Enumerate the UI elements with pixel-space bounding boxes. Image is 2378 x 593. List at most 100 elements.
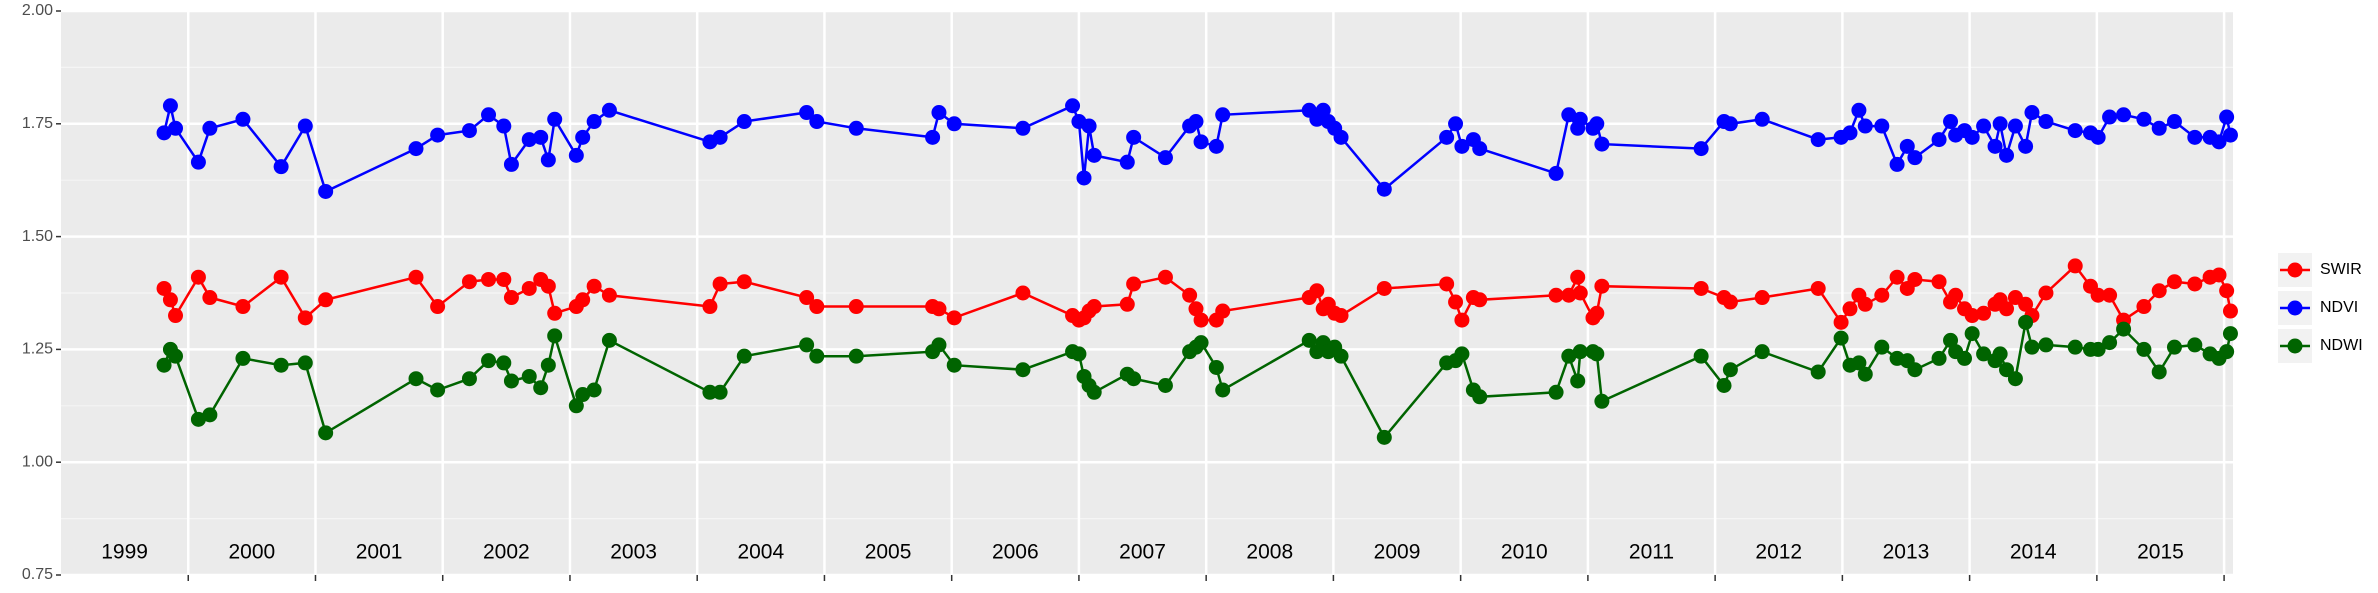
point bbox=[2024, 339, 2040, 355]
point bbox=[1015, 285, 1031, 301]
point bbox=[1071, 346, 1087, 362]
legend-point bbox=[2287, 262, 2303, 278]
point bbox=[547, 328, 563, 344]
legend-label: NDWI bbox=[2320, 337, 2363, 354]
point bbox=[1857, 366, 1873, 382]
point bbox=[712, 384, 728, 400]
point bbox=[1976, 118, 1992, 134]
point bbox=[1842, 301, 1858, 317]
legend-point bbox=[2287, 300, 2303, 316]
point bbox=[2116, 321, 2132, 337]
point bbox=[496, 118, 512, 134]
point bbox=[2151, 364, 2167, 380]
point bbox=[1119, 296, 1135, 312]
point bbox=[297, 355, 313, 371]
point bbox=[430, 299, 446, 315]
point bbox=[2187, 276, 2203, 292]
point bbox=[1754, 111, 1770, 127]
point bbox=[799, 337, 815, 353]
point bbox=[1722, 294, 1738, 310]
point bbox=[190, 154, 206, 170]
point bbox=[2007, 371, 2023, 387]
point bbox=[736, 114, 752, 130]
point bbox=[1472, 292, 1488, 308]
point bbox=[848, 348, 864, 364]
point bbox=[1561, 107, 1577, 123]
point bbox=[1964, 326, 1980, 342]
point bbox=[1333, 308, 1349, 324]
point bbox=[848, 120, 864, 136]
point bbox=[2187, 337, 2203, 353]
point bbox=[809, 348, 825, 364]
point bbox=[1907, 150, 1923, 166]
point bbox=[1126, 371, 1142, 387]
point bbox=[156, 125, 172, 141]
point bbox=[1157, 269, 1173, 285]
point bbox=[408, 141, 424, 157]
point bbox=[1857, 118, 1873, 134]
point bbox=[575, 129, 591, 145]
point bbox=[1208, 138, 1224, 154]
year-label: 2007 bbox=[1119, 541, 1166, 564]
point bbox=[273, 269, 289, 285]
point bbox=[2018, 314, 2034, 330]
point bbox=[946, 310, 962, 326]
point bbox=[2222, 326, 2238, 342]
point bbox=[1907, 362, 1923, 378]
point bbox=[461, 274, 477, 290]
point bbox=[1907, 271, 1923, 287]
point bbox=[521, 280, 537, 296]
point bbox=[2018, 296, 2034, 312]
point bbox=[1315, 102, 1331, 118]
point bbox=[408, 371, 424, 387]
point bbox=[601, 102, 617, 118]
point bbox=[190, 411, 206, 427]
point bbox=[2136, 299, 2152, 315]
point bbox=[736, 348, 752, 364]
point bbox=[1193, 134, 1209, 150]
point bbox=[2219, 344, 2235, 360]
point bbox=[1548, 165, 1564, 181]
y-tick-label: 1.25 bbox=[22, 341, 53, 358]
point bbox=[273, 357, 289, 373]
point bbox=[162, 98, 178, 114]
point bbox=[1889, 156, 1905, 172]
point bbox=[2136, 111, 2152, 127]
point bbox=[202, 290, 218, 306]
y-tick-label: 1.75 bbox=[22, 115, 53, 132]
point bbox=[1182, 287, 1198, 303]
point bbox=[496, 355, 512, 371]
point bbox=[2222, 303, 2238, 319]
point bbox=[1454, 312, 1470, 328]
point bbox=[1157, 377, 1173, 393]
point bbox=[1716, 377, 1732, 393]
year-label: 2008 bbox=[1246, 541, 1293, 564]
point bbox=[1948, 287, 1964, 303]
point bbox=[2067, 339, 2083, 355]
point bbox=[430, 382, 446, 398]
point bbox=[533, 129, 549, 145]
point bbox=[235, 350, 251, 366]
point bbox=[925, 129, 941, 145]
legend-point bbox=[2287, 338, 2303, 354]
point bbox=[1572, 285, 1588, 301]
point bbox=[461, 371, 477, 387]
point bbox=[2090, 341, 2106, 357]
point bbox=[1208, 359, 1224, 375]
point bbox=[712, 276, 728, 292]
point bbox=[1589, 346, 1605, 362]
point bbox=[1188, 114, 1204, 130]
point bbox=[1454, 138, 1470, 154]
point bbox=[1215, 303, 1231, 319]
point bbox=[1957, 350, 1973, 366]
point bbox=[1964, 308, 1980, 324]
point bbox=[2024, 105, 2040, 121]
point bbox=[1889, 269, 1905, 285]
point bbox=[168, 120, 184, 136]
point bbox=[503, 290, 519, 306]
point bbox=[481, 353, 497, 369]
point bbox=[547, 305, 563, 321]
point bbox=[235, 111, 251, 127]
point bbox=[273, 159, 289, 175]
year-label: 2002 bbox=[483, 541, 530, 564]
